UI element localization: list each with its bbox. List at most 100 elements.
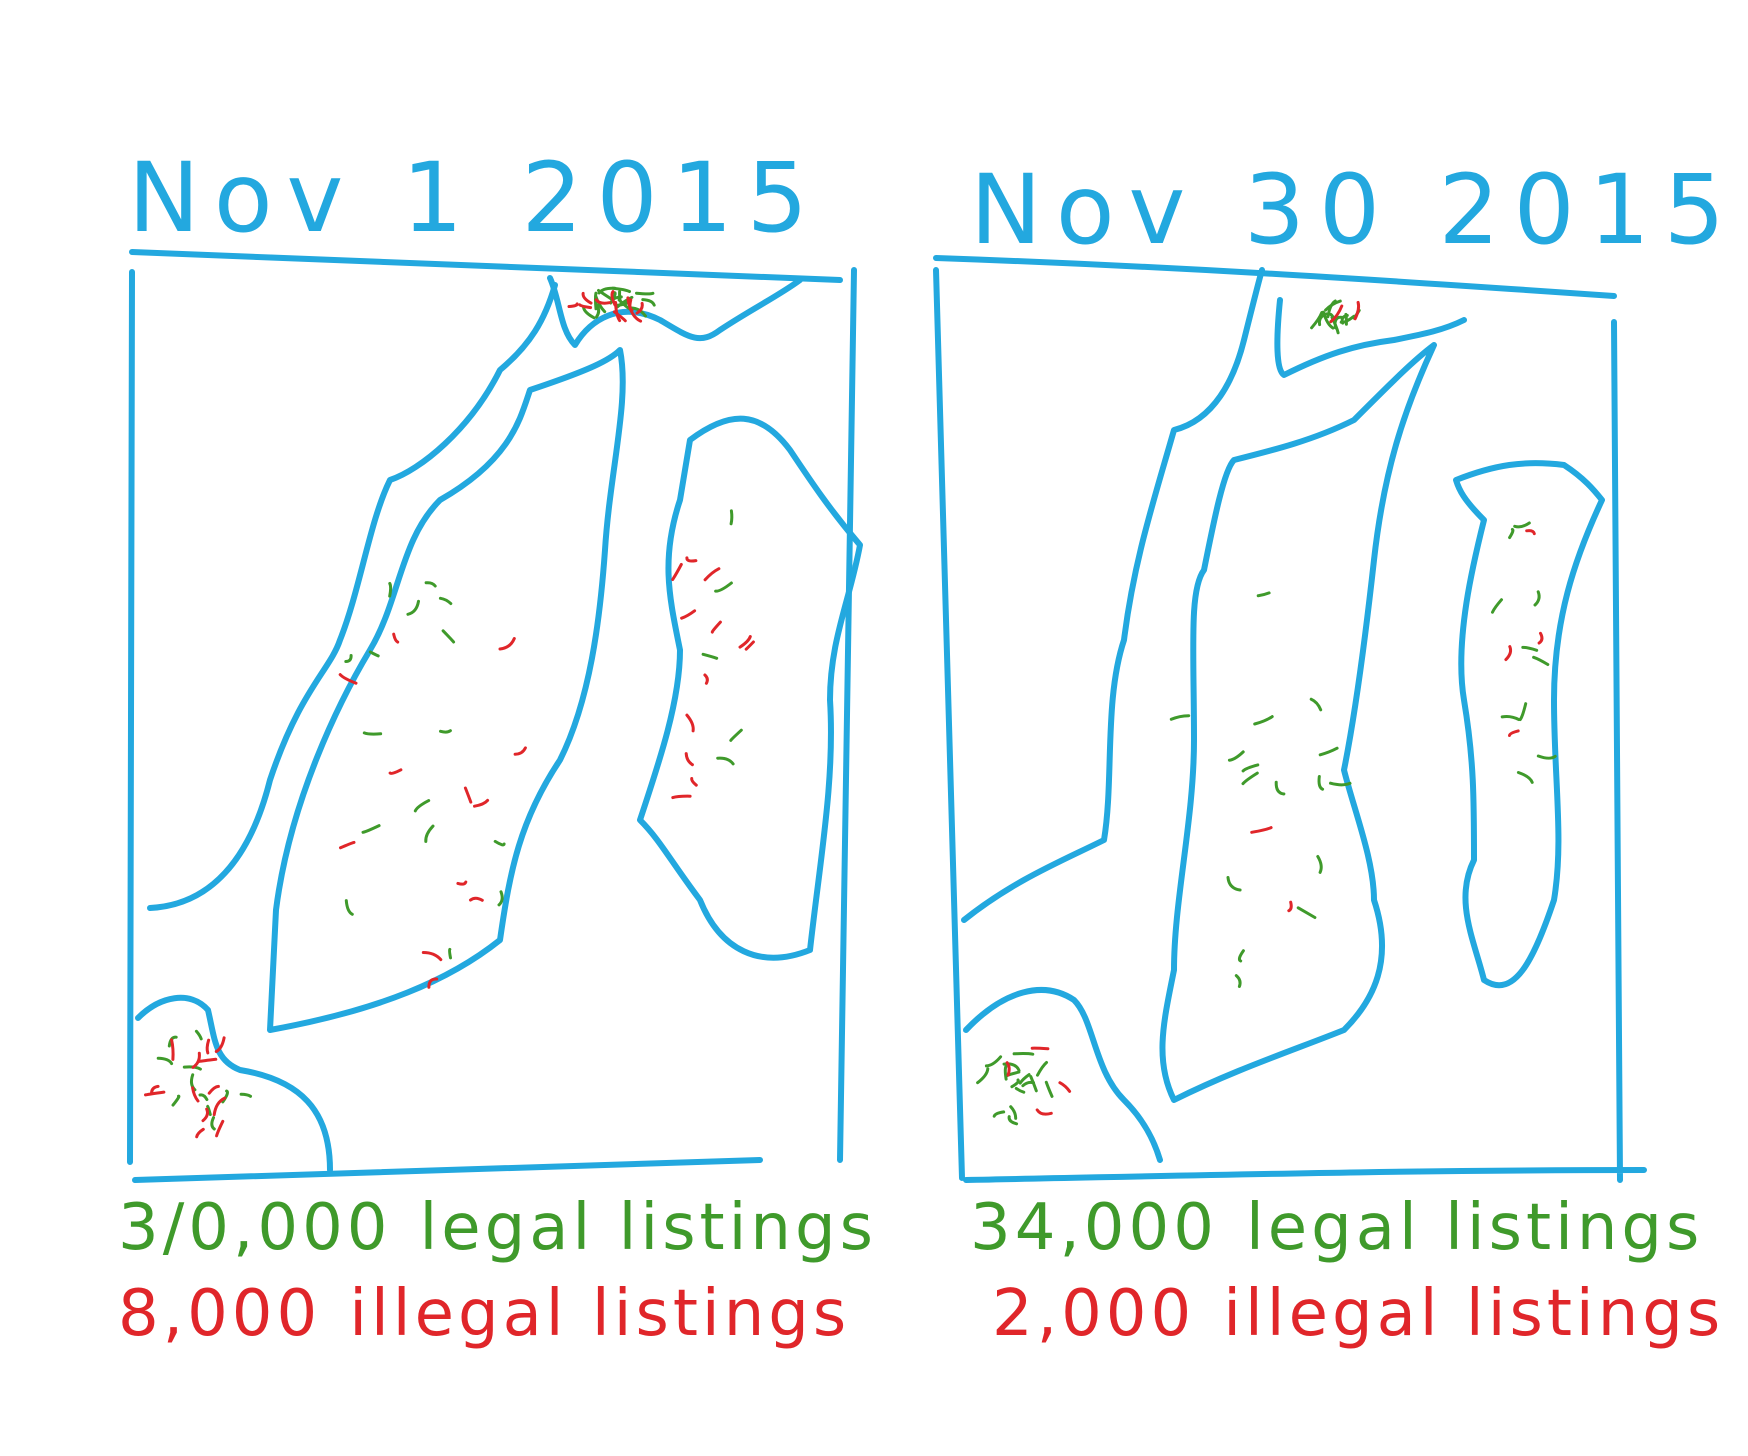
legal-listing-mark bbox=[1003, 1065, 1008, 1081]
legal-listing-mark bbox=[729, 509, 734, 526]
south-borough bbox=[135, 994, 333, 1173]
legal-count: 34,000 bbox=[970, 1191, 1218, 1265]
legal-listing-mark bbox=[1002, 1062, 1021, 1072]
legal-label: legal listings bbox=[1245, 1191, 1704, 1265]
legal-listing-mark bbox=[424, 581, 437, 588]
legal-listing-mark bbox=[1309, 697, 1323, 712]
illegal-listing-mark bbox=[1329, 304, 1344, 324]
legal-listing-mark bbox=[611, 286, 631, 293]
illegal-listing-mark bbox=[513, 746, 527, 756]
legal-listing-mark bbox=[1226, 876, 1242, 892]
legal-listing-mark bbox=[701, 652, 719, 660]
illegal-listing-mark bbox=[671, 563, 683, 581]
legal-listing-mark bbox=[1169, 714, 1191, 721]
map-frame bbox=[127, 249, 857, 1183]
legal-count: 3/0,000 bbox=[118, 1191, 392, 1265]
illegal-listing-mark bbox=[1508, 729, 1520, 737]
illegal-listings-caption: 8,000 illegal listings bbox=[118, 1282, 850, 1346]
illegal-count: 8,000 bbox=[118, 1277, 322, 1351]
illegal-listing-mark bbox=[197, 1057, 218, 1063]
illegal-listing-mark bbox=[170, 1038, 175, 1061]
legal-listing-mark bbox=[210, 1116, 216, 1131]
illegal-listing-mark bbox=[612, 310, 627, 323]
legal-listing-mark bbox=[1521, 645, 1539, 652]
legal-listing-mark bbox=[1274, 780, 1286, 796]
east-borough bbox=[637, 415, 863, 961]
legal-listing-mark bbox=[1491, 598, 1503, 614]
legal-listing-mark bbox=[594, 304, 601, 319]
illegal-listing-mark bbox=[473, 798, 490, 808]
illegal-listing-mark bbox=[1030, 1046, 1050, 1051]
map-sketch bbox=[933, 255, 1647, 1183]
illegal-listing-mark bbox=[581, 291, 593, 305]
legal-listing-mark bbox=[1516, 771, 1534, 784]
illegal-listings-caption: 2,000 illegal listings bbox=[992, 1282, 1724, 1346]
legal-listing-mark bbox=[1237, 949, 1245, 963]
illegal-listing-mark bbox=[738, 635, 752, 649]
panel-date-title: Nov 30 2015 bbox=[970, 154, 1739, 266]
legal-listing-mark bbox=[1296, 906, 1317, 919]
left-shore bbox=[147, 282, 558, 911]
illegal-listing-mark bbox=[680, 609, 697, 620]
legal-listing-mark bbox=[1316, 855, 1323, 874]
legal-listing-mark bbox=[984, 1055, 1003, 1068]
legal-listing-mark bbox=[1044, 1080, 1054, 1098]
legal-listing-mark bbox=[448, 947, 452, 960]
map-frame bbox=[933, 255, 1647, 1183]
illegal-listing-mark bbox=[456, 880, 468, 886]
illegal-label: illegal listings bbox=[349, 1277, 851, 1351]
legal-listing-mark bbox=[1253, 715, 1274, 726]
illegal-listing-mark bbox=[1287, 900, 1293, 913]
illegal-listing-mark bbox=[144, 1090, 166, 1097]
south-borough bbox=[963, 987, 1163, 1163]
illegal-listing-mark bbox=[339, 840, 356, 850]
legal-listing-mark bbox=[1029, 1075, 1038, 1093]
illegal-count: 2,000 bbox=[992, 1277, 1196, 1351]
east-borough bbox=[1453, 460, 1605, 989]
legal-listing-mark bbox=[1318, 746, 1339, 757]
illegal-listing-mark bbox=[635, 301, 644, 315]
legal-listing-mark bbox=[1012, 1052, 1035, 1056]
illegal-listing-mark bbox=[469, 896, 484, 902]
illegal-listing-mark bbox=[1537, 631, 1544, 645]
legal-listing-mark bbox=[714, 581, 733, 593]
legal-listing-mark bbox=[1009, 1105, 1018, 1120]
legal-listing-mark bbox=[1500, 715, 1521, 722]
illegal-listing-mark bbox=[214, 1036, 226, 1053]
illegal-listing-mark bbox=[201, 1107, 209, 1123]
illegal-listing-mark bbox=[744, 640, 755, 651]
illegal-listing-mark bbox=[1504, 645, 1513, 662]
legal-listing-mark bbox=[221, 1089, 229, 1104]
legal-listing-mark bbox=[1310, 311, 1324, 330]
illegal-listing-mark bbox=[1353, 300, 1361, 321]
illegal-listing-mark bbox=[685, 556, 698, 563]
legal-listing-mark bbox=[424, 824, 435, 843]
illegal-listing-mark bbox=[195, 1127, 205, 1139]
illegal-listing-mark bbox=[610, 290, 617, 307]
legal-listings-caption: 3/0,000 legal listings bbox=[118, 1196, 877, 1260]
legal-listings-caption: 34,000 legal listings bbox=[970, 1196, 1703, 1260]
legal-listing-mark bbox=[1513, 521, 1531, 529]
illegal-listing-mark bbox=[498, 637, 516, 651]
legal-listing-mark bbox=[171, 1094, 181, 1107]
legal-listing-mark bbox=[1241, 771, 1259, 786]
legal-listing-mark bbox=[1014, 1086, 1026, 1094]
illegal-listing-mark bbox=[191, 1086, 200, 1103]
illegal-listing-mark bbox=[427, 977, 439, 989]
illegal-listing-mark bbox=[1035, 1108, 1053, 1116]
illegal-listing-mark bbox=[1250, 826, 1273, 834]
legal-listing-mark bbox=[1508, 527, 1515, 540]
legal-listing-mark bbox=[729, 728, 743, 742]
legal-listing-mark bbox=[406, 599, 420, 616]
illegal-listing-mark bbox=[212, 1096, 227, 1117]
illegal-listing-mark bbox=[207, 1084, 220, 1095]
legal-listing-mark bbox=[388, 582, 393, 598]
legal-listing-mark bbox=[582, 306, 596, 320]
illegal-listing-mark bbox=[710, 620, 722, 634]
legal-listing-mark bbox=[992, 1110, 1006, 1118]
legal-listing-mark bbox=[635, 291, 655, 296]
illegal-listing-mark bbox=[690, 777, 698, 787]
legal-listing-mark bbox=[239, 1092, 252, 1098]
illegal-listing-mark bbox=[150, 1084, 160, 1094]
legal-listing-mark bbox=[1536, 754, 1557, 760]
